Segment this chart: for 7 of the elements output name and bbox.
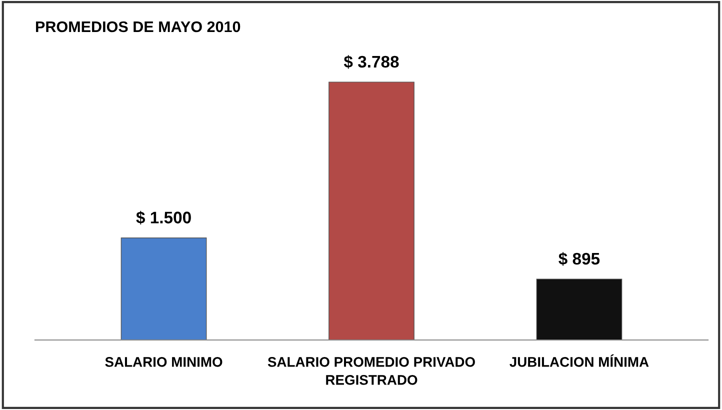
x-tick-label: JUBILACION MÍNIMA (510, 354, 649, 367)
x-tick-label: SALARIO PROMEDIO PRIVADO REGISTRADO (268, 357, 475, 385)
x-tick-label: SALARIO MINIMO (105, 357, 222, 367)
data-label: $ 1.500 (136, 210, 191, 225)
data-label: $ 3.788 (344, 55, 399, 69)
chart-title: PROMEDIOS DE MAYO 2010 (36, 21, 240, 32)
data-label: $ 895 (558, 252, 600, 266)
